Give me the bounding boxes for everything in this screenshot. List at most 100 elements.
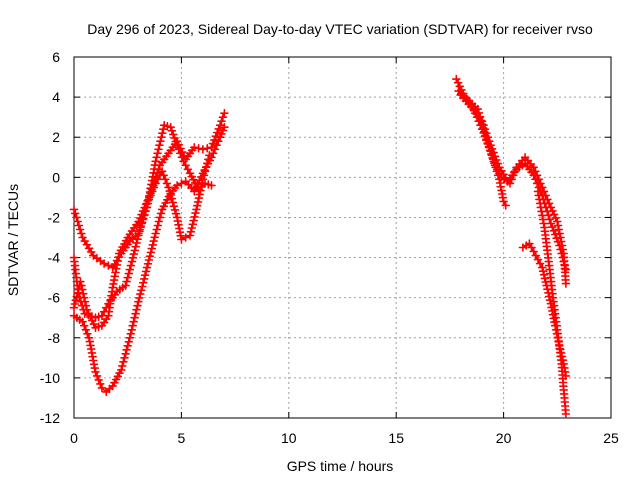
data-point (561, 265, 571, 274)
data-point (127, 325, 137, 335)
data-point (190, 212, 199, 222)
data-point (150, 177, 159, 186)
data-point (162, 179, 172, 188)
data-point (124, 337, 134, 347)
data-point (170, 205, 180, 215)
y-tick-label: 4 (52, 89, 60, 105)
data-point (69, 205, 79, 214)
x-tick-labels: 0 5 10 15 20 25 (70, 430, 619, 446)
data-point (210, 135, 219, 145)
y-tick-label: -10 (40, 370, 60, 386)
data-point (156, 136, 165, 146)
data-point (169, 201, 179, 211)
data-point (81, 301, 91, 310)
data-point (558, 253, 567, 262)
data-point (147, 244, 157, 253)
data-point (69, 303, 79, 312)
data-point (148, 181, 158, 190)
data-point (131, 309, 140, 318)
data-point (553, 237, 563, 247)
data-point (99, 259, 109, 268)
data-point (220, 108, 229, 118)
x-tick-label: 20 (496, 430, 512, 446)
data-point (549, 226, 558, 236)
data-point (473, 104, 483, 114)
data-point (146, 248, 156, 257)
data-point (141, 267, 151, 276)
y-tick-label: -4 (48, 250, 61, 266)
data-point (190, 143, 199, 152)
data-point (561, 409, 571, 419)
data-point (485, 136, 494, 146)
data-point (172, 181, 182, 190)
series-track-4 (69, 122, 229, 397)
data-point (71, 295, 81, 305)
data-point (480, 124, 490, 134)
data-point (152, 225, 161, 234)
data-point (152, 153, 161, 162)
data-point (128, 253, 138, 263)
data-point (143, 259, 153, 269)
data-point (193, 197, 203, 207)
data-point (154, 165, 163, 174)
data-point (168, 130, 178, 139)
data-point (208, 149, 218, 158)
y-tick-label: 6 (52, 49, 60, 65)
x-tick-label: 5 (178, 430, 186, 446)
data-point (163, 121, 172, 131)
data-point (154, 217, 164, 226)
data-point (210, 145, 220, 154)
data-point (72, 292, 82, 301)
axis-ticks (73, 56, 612, 419)
data-point (129, 249, 139, 259)
data-point (125, 265, 135, 274)
data-point (531, 175, 540, 184)
data-point (94, 312, 103, 321)
data-point (78, 317, 87, 326)
data-point (135, 213, 145, 223)
data-point (158, 128, 167, 138)
y-tick-labels: -12 -10 -8 -6 -4 -2 0 2 4 6 (40, 49, 60, 426)
data-point (552, 233, 561, 243)
data-point (177, 235, 186, 244)
data-point (153, 149, 162, 158)
y-tick-label: -2 (48, 209, 61, 225)
data-point (164, 183, 173, 192)
data-point (144, 255, 154, 265)
data-point (121, 281, 130, 290)
data-point (492, 155, 501, 165)
data-point (121, 349, 130, 359)
data-point (78, 285, 87, 294)
data-point (147, 185, 157, 194)
data-point (202, 144, 212, 153)
data-point (94, 375, 103, 385)
data-point (218, 126, 228, 135)
data-point (161, 175, 170, 184)
data-point (159, 171, 168, 180)
data-point (74, 221, 84, 230)
data-point (191, 208, 200, 218)
data-point (559, 257, 568, 266)
data-point (159, 124, 168, 134)
data-point (215, 120, 225, 130)
data-point (486, 140, 495, 150)
data-point (92, 371, 102, 381)
data-point (132, 238, 141, 248)
data-point (546, 219, 556, 228)
data-point (70, 299, 80, 309)
data-point (218, 112, 228, 122)
data-point (166, 122, 175, 132)
series-track-9 (533, 187, 571, 419)
data-point (151, 229, 160, 238)
data-point (141, 200, 151, 209)
data-point (549, 210, 559, 219)
data-point (168, 198, 178, 207)
data-point (187, 223, 197, 233)
data-point (211, 131, 221, 141)
data-point (122, 277, 131, 286)
data-point (217, 129, 226, 139)
data-point (150, 233, 159, 242)
data-point (194, 144, 203, 153)
x-tick-label: 25 (603, 430, 619, 446)
